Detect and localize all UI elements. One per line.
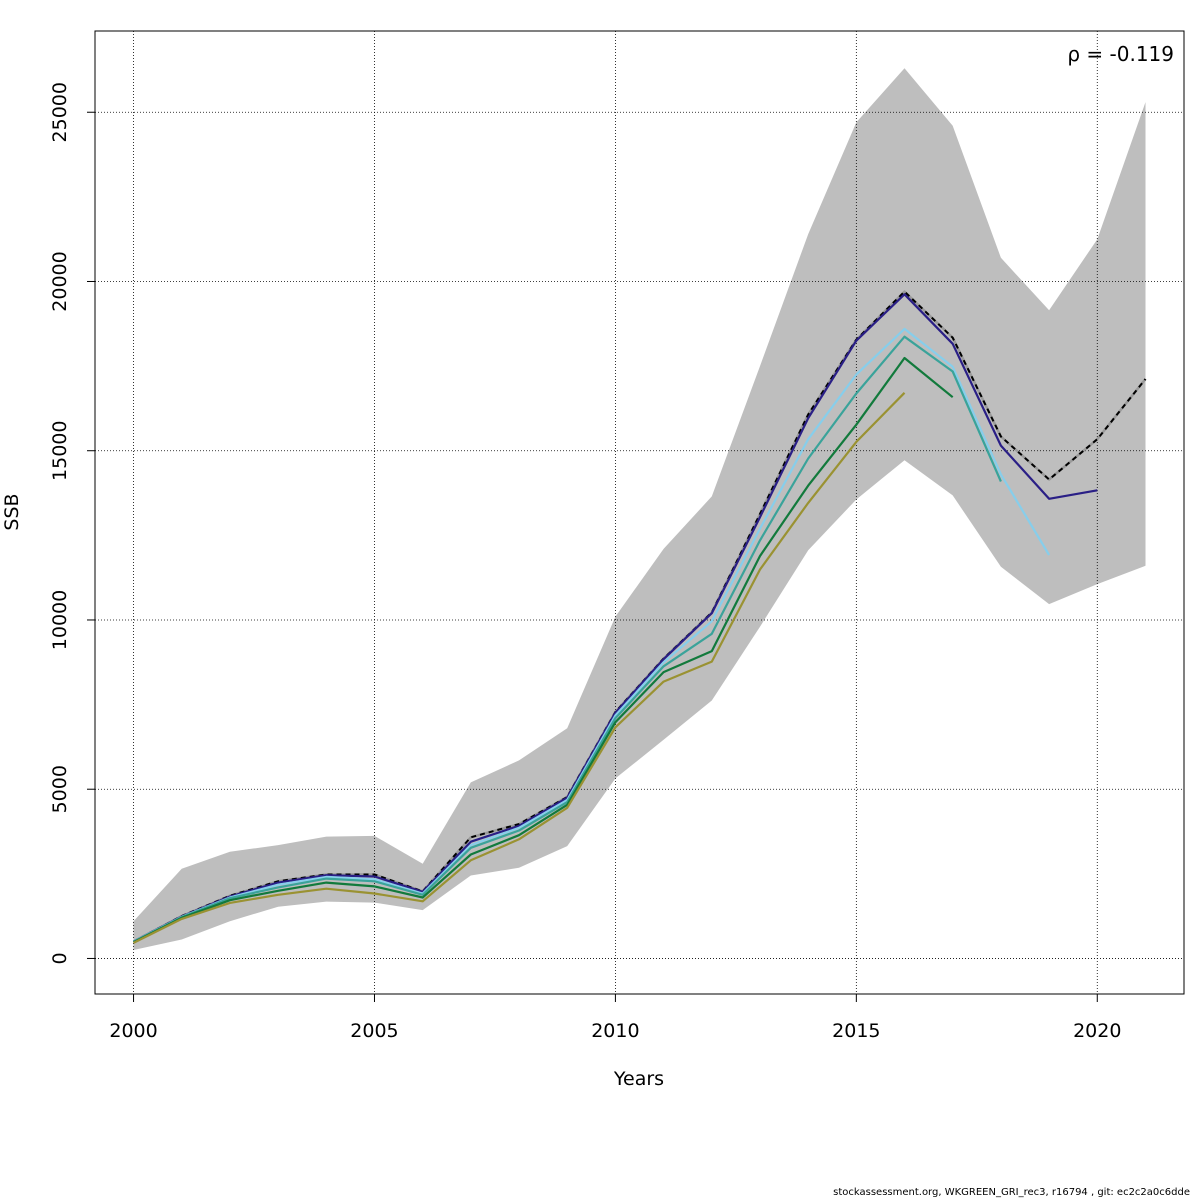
series-line-5 <box>133 356 954 944</box>
footer-note: stockassessment.org, WKGREEN_GRI_rec3, r… <box>833 1187 1190 1198</box>
x-axis: 2000 2005 2010 2015 2020 <box>109 993 1121 1042</box>
series-line-2 <box>132 293 1098 943</box>
rho-annotation: ρ = -0.119 <box>1067 42 1174 66</box>
y-tick-label-20000: 20000 <box>49 251 71 311</box>
series-layer <box>132 290 1147 944</box>
x-tick-label-2015: 2015 <box>832 1020 880 1042</box>
x-tick-label-2010: 2010 <box>591 1020 639 1042</box>
y-axis: 0 5000 10000 15000 20000 25000 <box>49 82 96 965</box>
y-tick-label-10000: 10000 <box>49 590 71 650</box>
series-line-6 <box>133 392 906 944</box>
confidence-band <box>133 68 1146 950</box>
y-tick-label-25000: 25000 <box>49 82 71 142</box>
series-line-4 <box>132 335 1002 943</box>
confidence-band-layer <box>133 68 1146 950</box>
x-axis-label: Years <box>613 1068 664 1090</box>
x-tick-label-2005: 2005 <box>350 1020 398 1042</box>
x-tick-label-2020: 2020 <box>1073 1020 1121 1042</box>
series-line-3 <box>132 327 1051 943</box>
y-axis-label: SSB <box>1 493 23 530</box>
y-tick-label-5000: 5000 <box>49 765 71 813</box>
x-tick-label-2000: 2000 <box>109 1020 157 1042</box>
y-tick-label-15000: 15000 <box>49 420 71 480</box>
y-tick-label-0: 0 <box>49 952 71 964</box>
